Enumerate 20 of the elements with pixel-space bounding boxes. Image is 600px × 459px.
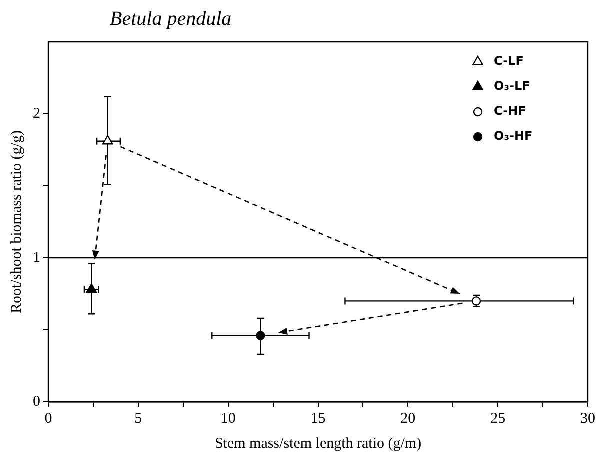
x-tick-label: 0 xyxy=(44,410,52,427)
legend-label: C-LF xyxy=(494,54,524,68)
legend-label: O₃-HF xyxy=(494,129,533,144)
x-tick-label: 30 xyxy=(580,410,596,427)
x-tick-label: 15 xyxy=(310,410,326,427)
x-tick-label: 20 xyxy=(400,410,416,427)
x-tick-label: 5 xyxy=(134,410,142,427)
point xyxy=(102,135,114,145)
y-tick-label: 1 xyxy=(33,250,40,266)
point xyxy=(86,284,98,294)
x-tick-label: 25 xyxy=(490,410,506,427)
legend-label: O₃-LF xyxy=(494,79,530,94)
legend-label: C-HF xyxy=(494,104,526,118)
y-axis-title: Root/shoot biomass ratio (g/g) xyxy=(8,130,25,314)
y-tick-label: 2 xyxy=(33,106,40,122)
chart-title: Betula pendula xyxy=(110,8,232,31)
y-tick-label: 0 xyxy=(33,394,40,410)
point xyxy=(256,331,266,340)
x-tick-label: 10 xyxy=(220,410,236,427)
x-axis-title: Stem mass/stem length ratio (g/m) xyxy=(214,436,422,452)
